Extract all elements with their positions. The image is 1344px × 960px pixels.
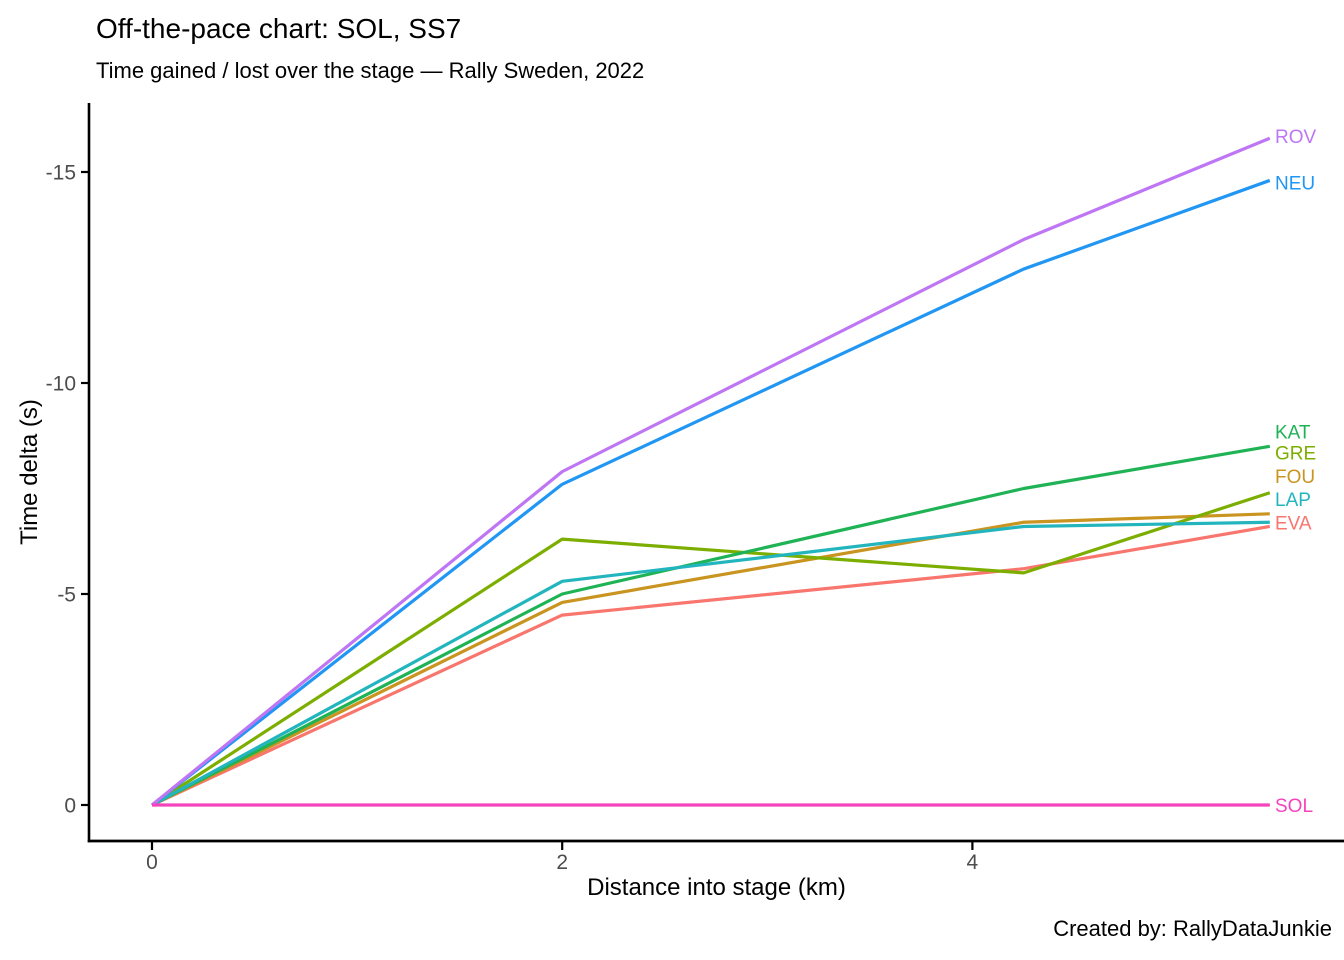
- series-label-ROV: ROV: [1275, 127, 1317, 148]
- chart-subtitle: Time gained / lost over the stage — Rall…: [96, 58, 645, 83]
- series-line-KAT: [151, 444, 1271, 807]
- x-tick-label: 2: [556, 851, 568, 874]
- series-label-EVA: EVA: [1275, 513, 1312, 534]
- chart-title: Off-the-pace chart: SOL, SS7: [96, 13, 462, 44]
- y-axis-title: Time delta (s): [16, 399, 43, 545]
- series-label-NEU: NEU: [1275, 174, 1315, 195]
- series-line-GRE: [151, 491, 1271, 807]
- x-axis-title: Distance into stage (km): [587, 874, 846, 901]
- series-line-NEU: [151, 178, 1271, 807]
- chart-caption: Created by: RallyDataJunkie: [1053, 916, 1332, 941]
- x-tick-label: 4: [967, 851, 979, 874]
- y-tick-label: -5: [57, 584, 76, 607]
- series-line-ROV: [150, 136, 1271, 807]
- series-line-EVA: [151, 524, 1271, 807]
- series-line-FOU: [151, 512, 1270, 807]
- x-tick-label: 0: [146, 851, 158, 874]
- series-label-KAT: KAT: [1275, 423, 1311, 444]
- series-line-LAP: [151, 520, 1270, 807]
- y-tick-label: -10: [46, 373, 76, 396]
- y-tick-label: -15: [46, 162, 76, 185]
- series-label-LAP: LAP: [1275, 490, 1311, 511]
- y-tick-label: 0: [64, 795, 76, 818]
- series-label-SOL: SOL: [1275, 796, 1313, 817]
- series-label-FOU: FOU: [1275, 467, 1315, 488]
- series-label-GRE: GRE: [1275, 444, 1316, 465]
